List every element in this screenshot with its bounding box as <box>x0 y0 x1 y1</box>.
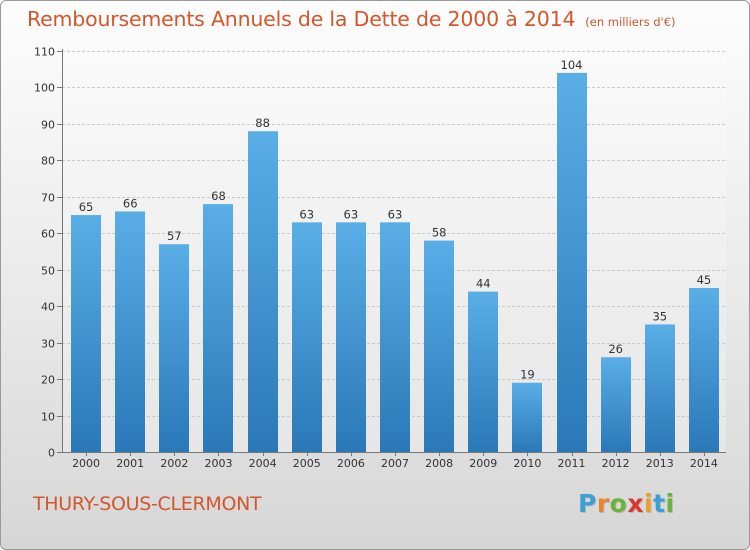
data-label: 35 <box>652 309 667 323</box>
data-label: 68 <box>211 189 226 203</box>
bar <box>689 287 719 452</box>
y-tick-label: 90 <box>41 119 55 132</box>
x-tick-label: 2000 <box>72 457 100 470</box>
brand-letter: x <box>627 489 644 518</box>
data-label: 44 <box>476 277 491 291</box>
bar <box>292 222 322 452</box>
y-tick-label: 80 <box>41 155 55 168</box>
y-tick-label: 30 <box>41 338 55 351</box>
bar <box>71 215 101 452</box>
x-tick-label: 2004 <box>249 457 277 470</box>
data-label: 66 <box>123 196 138 210</box>
y-tick-label: 110 <box>34 46 55 59</box>
x-tick-label: 2006 <box>337 457 365 470</box>
bar <box>336 222 366 452</box>
data-label: 63 <box>299 207 314 221</box>
y-tick-label: 40 <box>41 301 55 314</box>
brand-letter: r <box>596 489 610 518</box>
bar <box>424 240 454 452</box>
bar <box>380 222 410 452</box>
data-label: 104 <box>561 58 583 72</box>
bar <box>557 72 587 452</box>
data-label: 57 <box>167 229 182 243</box>
bar <box>601 357 631 452</box>
y-tick-label: 50 <box>41 265 55 278</box>
data-label: 88 <box>255 116 270 130</box>
y-tick-label: 0 <box>48 447 55 460</box>
chart-title: Remboursements Annuels de la Dette de 20… <box>27 7 576 31</box>
bar <box>248 131 278 452</box>
bar <box>512 382 542 452</box>
data-label: 45 <box>697 273 712 287</box>
x-tick-label: 2009 <box>469 457 497 470</box>
commune-name: THURY-SOUS-CLERMONT <box>33 493 262 515</box>
x-tick-label: 2002 <box>160 457 188 470</box>
data-label: 63 <box>344 207 359 221</box>
bar <box>115 211 145 452</box>
x-tick-label: 2001 <box>116 457 144 470</box>
brand-letter: P <box>578 489 597 518</box>
bars <box>71 72 719 452</box>
x-tick-label: 2014 <box>690 457 718 470</box>
x-tick-label: 2005 <box>293 457 321 470</box>
x-tick-label: 2008 <box>425 457 453 470</box>
x-tick-label: 2003 <box>204 457 232 470</box>
brand-letter: o <box>609 489 628 518</box>
data-label: 19 <box>520 368 535 382</box>
x-tick-label: 2010 <box>513 457 541 470</box>
y-tick-label: 60 <box>41 228 55 241</box>
x-tick-label: 2013 <box>646 457 674 470</box>
data-label: 58 <box>432 226 447 240</box>
data-label: 26 <box>608 342 623 356</box>
bar <box>203 204 233 452</box>
data-label: 63 <box>388 207 403 221</box>
axes: 0 10 20 30 40 50 60 70 80 90 100 110 2000 2001 2002 200… <box>34 46 726 470</box>
bar <box>468 291 498 452</box>
x-tick-label: 2011 <box>558 457 586 470</box>
data-label: 65 <box>79 200 94 214</box>
y-tick-label: 20 <box>41 374 55 387</box>
y-tick-label: 70 <box>41 192 55 205</box>
bar <box>645 324 675 452</box>
proxiti-logo: Proxiti <box>578 489 675 518</box>
brand-letter: i <box>644 489 654 518</box>
title-block: Remboursements Annuels de la Dette de 20… <box>27 7 676 31</box>
brand-letter: t <box>653 489 666 518</box>
y-tick-label: 100 <box>34 82 55 95</box>
y-tick-label: 10 <box>41 411 55 424</box>
chart-unit: (en milliers d'€) <box>585 15 676 29</box>
bar <box>159 244 189 452</box>
value-labels: 65 66 57 68 88 63 63 63 58 44 19 104 26 35 45 <box>79 58 712 382</box>
x-tick-label: 2012 <box>602 457 630 470</box>
x-tick-label: 2007 <box>381 457 409 470</box>
brand-letter: i <box>665 489 675 518</box>
